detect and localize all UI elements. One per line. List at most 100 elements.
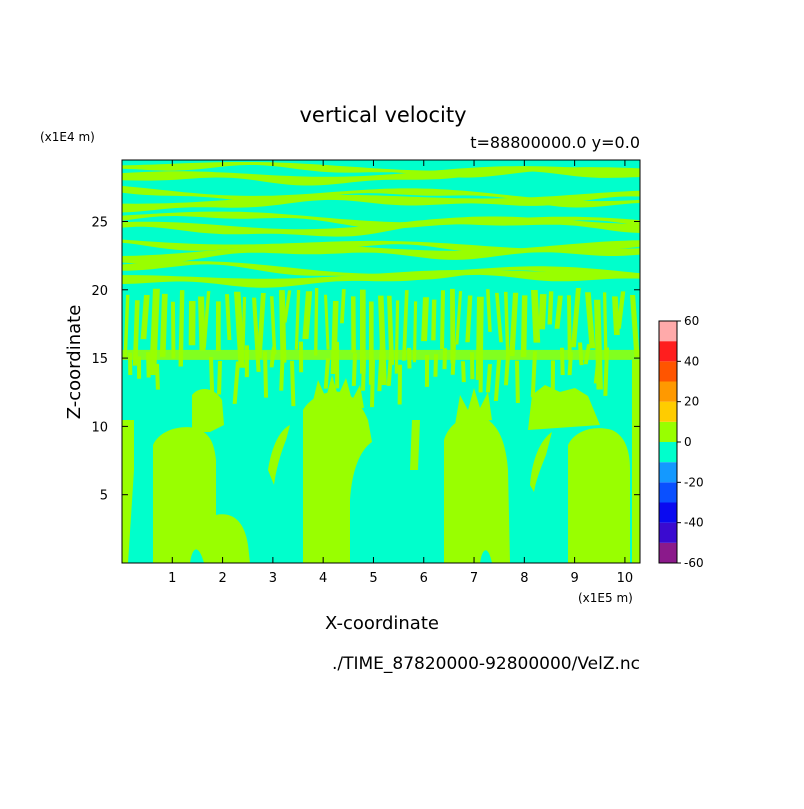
right-edge bbox=[632, 360, 640, 563]
x-tick-label: 9 bbox=[570, 571, 578, 586]
velocity-streak bbox=[397, 364, 402, 405]
velocity-streak bbox=[520, 295, 528, 358]
plume-3-top bbox=[455, 388, 492, 425]
velocity-streak bbox=[232, 361, 240, 404]
mid-level-streaks bbox=[122, 288, 640, 408]
side-streak-1 bbox=[268, 425, 290, 485]
velocity-streak bbox=[440, 290, 446, 350]
velocity-streak bbox=[351, 296, 356, 353]
velocity-streak bbox=[504, 291, 510, 357]
velocity-streak bbox=[412, 301, 418, 363]
velocity-streak bbox=[478, 360, 483, 393]
velocity-streak bbox=[225, 294, 232, 340]
level-band bbox=[122, 349, 640, 360]
x-tick-label: 7 bbox=[470, 571, 478, 586]
velocity-streak bbox=[132, 300, 140, 366]
plume-2 bbox=[303, 391, 372, 563]
velocity-streak bbox=[159, 293, 168, 357]
velocity-streak bbox=[567, 295, 572, 360]
velocity-streak bbox=[290, 360, 296, 407]
velocity-streak bbox=[294, 290, 301, 350]
velocity-streak bbox=[630, 294, 640, 357]
colorbar: 60 40 20 0 -20 -40 -60 bbox=[658, 314, 704, 570]
x-tick-label: 10 bbox=[617, 571, 634, 586]
chart-title: vertical velocity bbox=[299, 103, 466, 127]
plume-3 bbox=[444, 416, 510, 563]
velocity-streak bbox=[431, 299, 437, 341]
x-tick-label: 6 bbox=[420, 571, 428, 586]
velocity-streak bbox=[171, 301, 176, 359]
wave-band bbox=[122, 240, 640, 264]
colorbar-swatch bbox=[659, 341, 677, 362]
velocity-streak bbox=[178, 290, 185, 367]
velocity-streak bbox=[455, 291, 463, 345]
colorbar-swatch bbox=[659, 542, 677, 563]
base-bump-1 bbox=[190, 549, 204, 563]
velocity-streak bbox=[465, 295, 473, 343]
velocity-streak bbox=[215, 301, 221, 351]
velocity-streak bbox=[351, 353, 357, 386]
plume-1 bbox=[153, 427, 250, 563]
side-streak-2 bbox=[410, 420, 420, 470]
velocity-streak bbox=[593, 362, 600, 384]
wave-band bbox=[122, 269, 640, 288]
velocity-streak bbox=[530, 351, 537, 398]
plume-left-edge bbox=[122, 420, 134, 563]
colorbar-label: -20 bbox=[684, 475, 704, 489]
velocity-streak bbox=[616, 291, 626, 329]
velocity-streak bbox=[283, 290, 292, 323]
convective-plumes bbox=[122, 360, 640, 563]
side-streak-3 bbox=[530, 432, 552, 492]
velocity-streak bbox=[137, 356, 142, 379]
velocity-streak bbox=[402, 290, 409, 361]
velocity-streak bbox=[202, 291, 211, 349]
wave-band bbox=[122, 185, 640, 208]
colorbar-label: 40 bbox=[684, 354, 699, 368]
colorbar-swatch bbox=[659, 321, 677, 342]
y-tick-label: 15 bbox=[91, 352, 108, 367]
x-unit-label: (x1E5 m) bbox=[578, 591, 633, 605]
velocity-streak bbox=[270, 296, 277, 355]
y-tick-label: 10 bbox=[91, 420, 108, 435]
velocity-streak bbox=[386, 352, 393, 386]
velocity-streak bbox=[509, 292, 519, 357]
colorbar-swatch bbox=[659, 421, 677, 442]
colorbar-swatch bbox=[659, 401, 677, 422]
colorbar-label: 20 bbox=[684, 395, 699, 409]
y-tick-label: 25 bbox=[91, 215, 108, 230]
y-axis: 5 10 15 20 25 bbox=[91, 215, 640, 504]
velocity-streak bbox=[140, 294, 150, 340]
y-tick-label: 20 bbox=[91, 284, 108, 299]
velocity-streak bbox=[335, 341, 340, 389]
velocity-streak bbox=[547, 291, 554, 325]
velocity-streak bbox=[241, 296, 247, 361]
velocity-streak bbox=[324, 294, 330, 350]
plot-area bbox=[122, 160, 640, 563]
velocity-streak bbox=[387, 295, 395, 365]
velocity-streak bbox=[571, 288, 581, 348]
velocity-streak bbox=[370, 359, 375, 408]
plot-frame bbox=[121, 159, 641, 564]
x-tick-label: 3 bbox=[269, 571, 277, 586]
colorbar-label: 60 bbox=[684, 314, 699, 328]
x-tick-label: 1 bbox=[168, 571, 176, 586]
velocity-streak bbox=[554, 295, 563, 329]
x-axis: 1 2 3 4 5 6 7 8 9 10 bbox=[168, 160, 633, 586]
y-axis-label: Z-coordinate bbox=[64, 305, 85, 420]
wave-band bbox=[122, 190, 640, 213]
velocity-streak bbox=[340, 289, 346, 324]
velocity-streak bbox=[424, 354, 429, 387]
colorbar-swatch bbox=[659, 462, 677, 483]
velocity-streak bbox=[421, 297, 429, 342]
plume-2-top bbox=[312, 375, 364, 408]
colorbar-swatch bbox=[659, 482, 677, 503]
x-tick-label: 8 bbox=[520, 571, 528, 586]
velocity-streak bbox=[361, 356, 366, 391]
velocity-streak bbox=[461, 361, 466, 383]
x-tick-label: 2 bbox=[218, 571, 226, 586]
velocity-streak bbox=[217, 360, 222, 395]
x-tick-label: 5 bbox=[369, 571, 377, 586]
velocity-streak bbox=[486, 289, 492, 332]
colorbar-swatch bbox=[659, 502, 677, 523]
velocity-streak bbox=[603, 292, 608, 360]
